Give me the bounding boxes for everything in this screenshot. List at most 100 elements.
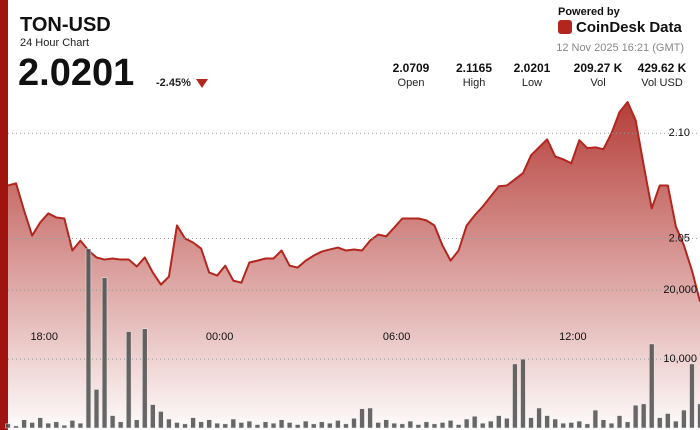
volume-bar [512,363,518,429]
volume-bar [496,415,502,429]
volume-bar [319,421,325,429]
volume-bar [254,424,261,429]
volume-bar [262,421,269,429]
volume-bar [335,420,341,429]
volume-bar [134,419,140,429]
volume-bar [126,331,132,429]
volume-bar [21,419,27,429]
volume-bar [206,419,212,429]
volume-bar [415,424,422,429]
volume-bar [182,423,188,429]
volume-bar [455,424,462,429]
volume-bar [37,417,43,429]
down-arrow [196,79,208,88]
volume-bar [560,422,566,429]
stat-label: Vol USD [641,77,683,89]
volume-bar [391,422,397,429]
volume-bar [624,421,631,429]
volume-bar [53,421,59,429]
volume-bar [214,422,220,429]
volume-bar [166,418,172,429]
volume-bar [407,420,413,429]
brand-logo [558,20,572,34]
volume-bar [665,413,671,429]
y2-tick-label: 20,000 [663,284,697,296]
volume-bar [447,420,454,429]
volume-bar [697,403,700,429]
volume-bar [303,420,309,429]
volume-bar [552,418,558,429]
volume-bar [13,425,19,429]
volume-bar [286,422,293,429]
symbol: TON-USD [20,14,111,36]
volume-bar [158,411,164,429]
volume-bar [69,420,76,429]
volume-bar [351,418,357,429]
volume-bar [439,422,446,429]
stat-value: 2.0709 [392,61,430,75]
volume-bar [198,421,204,429]
volume-bar [359,408,365,429]
volume-bar [472,416,478,429]
volume-bar [689,363,695,429]
stat-label: Open [397,77,425,89]
volume-bar [616,415,623,429]
volume-bar [608,422,615,429]
volume-bar [488,420,494,429]
volume-bar [536,407,542,429]
volume-bar [544,415,550,429]
volume-bar [431,423,438,429]
volume-bar [681,409,687,429]
volume-bar [29,422,35,429]
volume-bar [367,407,373,429]
volume-bar [222,423,228,429]
volume-bar [520,358,526,429]
volume-bar [327,422,333,429]
stat-value: 429.62 K [637,61,687,75]
volume-bar [375,422,381,429]
volume-bar [5,423,11,429]
volume-bar [673,420,679,429]
stat-value: 209.27 K [573,61,623,75]
price-line [7,101,700,302]
volume-bar [150,404,156,429]
volume-bar [45,422,51,429]
volume-bar [270,422,277,429]
volume-bar [61,424,67,429]
volume-bar [77,422,84,429]
accent-bar [0,0,8,430]
volume-bar [93,389,100,429]
volume-bar [576,420,582,429]
volume-bar [657,417,663,429]
stat-value: 2.1165 [455,61,493,75]
volume-bar [632,405,639,429]
stat-label: Low [521,77,543,89]
volume-bar [311,423,317,429]
stat-value: 2.0201 [513,61,551,75]
volume-bar [246,420,253,429]
volume-bar [109,415,116,429]
volume-bar [295,424,301,429]
volume-bar [423,421,430,429]
volume-bar [190,417,196,429]
volume-bar [383,419,389,429]
volume-bar [174,422,180,429]
powered-by: Powered by [558,6,620,18]
volume-bar [584,423,591,429]
volume-bar [568,422,574,429]
volume-bar [278,419,285,429]
volume-bar [463,418,470,429]
volume-bar [649,343,655,429]
volume-bar [641,403,647,429]
x-tick-label: 00:00 [206,331,234,343]
x-tick-label: 06:00 [383,331,411,343]
volume-bar [399,423,405,429]
price-area [8,102,700,428]
volume-bar [142,328,148,429]
volume-bar [101,277,108,429]
volume-bar [117,421,124,429]
volume-bar [528,417,534,429]
brand: CoinDesk Data [576,19,682,36]
